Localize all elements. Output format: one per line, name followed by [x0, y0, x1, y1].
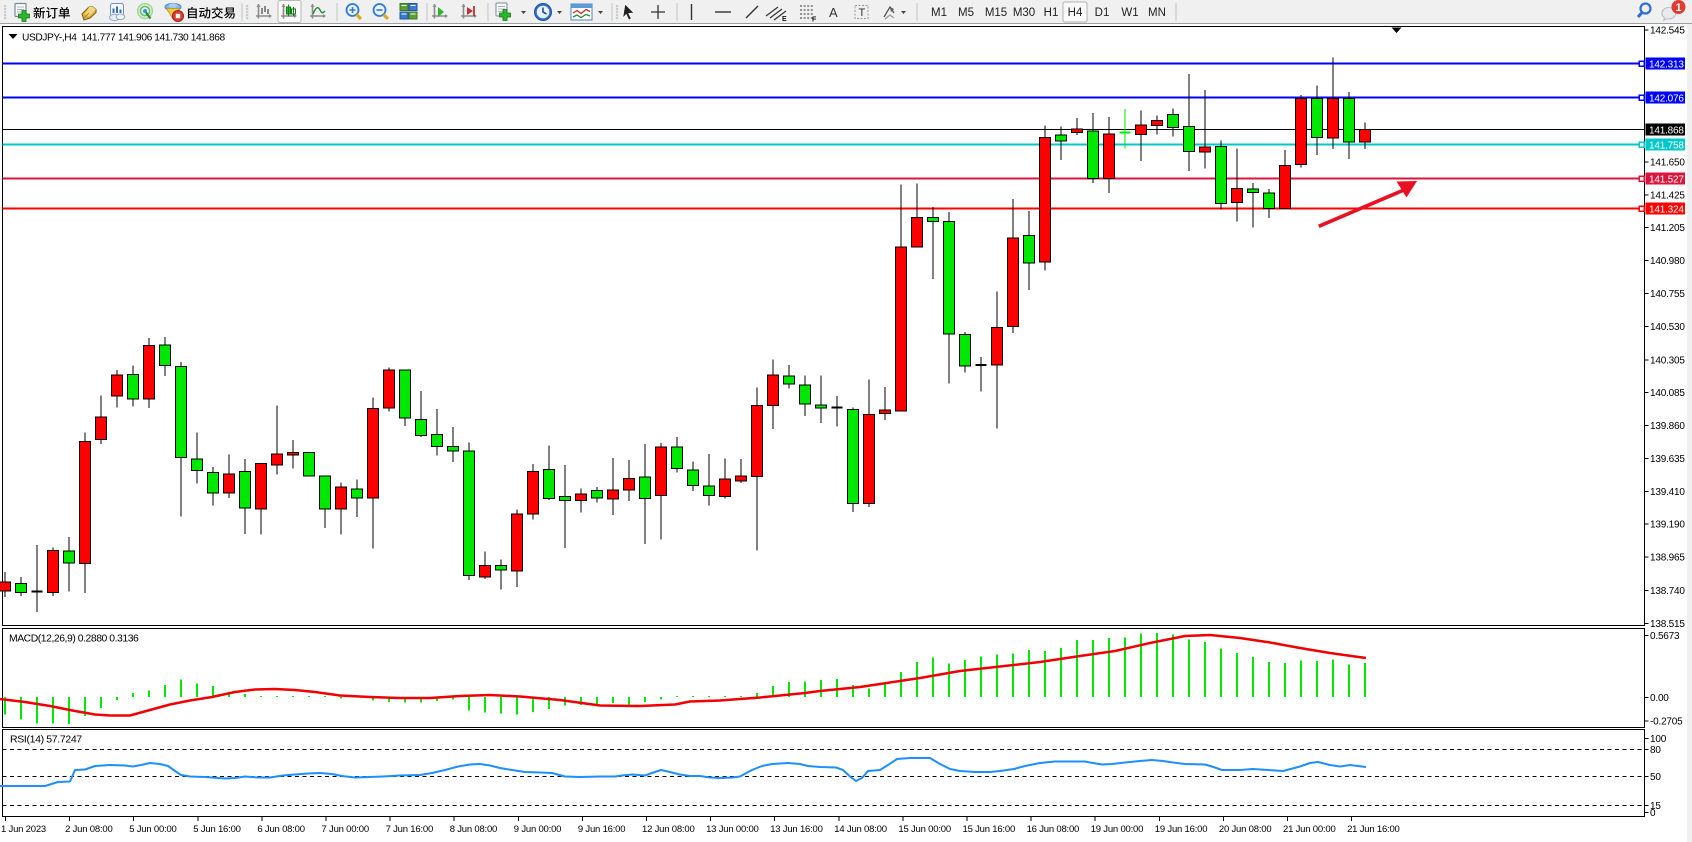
- svg-text:140.755: 140.755: [1650, 289, 1685, 300]
- svg-text:142.076: 142.076: [1649, 94, 1684, 105]
- svg-text:80: 80: [1650, 745, 1661, 756]
- svg-text:MACD(12,26,9) 0.2880 0.3136: MACD(12,26,9) 0.2880 0.3136: [9, 634, 139, 645]
- svg-text:140.530: 140.530: [1650, 322, 1685, 333]
- svg-text:15 Jun 16:00: 15 Jun 16:00: [963, 824, 1016, 835]
- svg-text:M5: M5: [958, 7, 974, 19]
- svg-text:138.965: 138.965: [1650, 553, 1685, 564]
- svg-text:142.545: 142.545: [1650, 26, 1685, 37]
- svg-text:12 Jun 08:00: 12 Jun 08:00: [642, 824, 695, 835]
- svg-text:142.313: 142.313: [1649, 60, 1684, 71]
- svg-text:5 Jun 16:00: 5 Jun 16:00: [193, 824, 240, 835]
- svg-text:139.410: 139.410: [1650, 487, 1685, 498]
- svg-text:141.758: 141.758: [1649, 141, 1684, 152]
- svg-text:13 Jun 16:00: 13 Jun 16:00: [770, 824, 823, 835]
- svg-text:H1: H1: [1044, 7, 1059, 19]
- svg-text:100: 100: [1650, 734, 1667, 745]
- svg-text:19 Jun 16:00: 19 Jun 16:00: [1155, 824, 1208, 835]
- svg-text:16 Jun 08:00: 16 Jun 08:00: [1027, 824, 1080, 835]
- svg-text:20 Jun 08:00: 20 Jun 08:00: [1219, 824, 1272, 835]
- svg-text:M15: M15: [985, 7, 1007, 19]
- svg-text:0.00: 0.00: [1650, 693, 1669, 704]
- svg-text:139.190: 139.190: [1650, 520, 1685, 531]
- svg-text:14 Jun 08:00: 14 Jun 08:00: [834, 824, 887, 835]
- svg-text:9 Jun 00:00: 9 Jun 00:00: [514, 824, 561, 835]
- svg-text:140.980: 140.980: [1650, 256, 1685, 267]
- svg-text:140.305: 140.305: [1650, 355, 1685, 366]
- svg-text:138.740: 138.740: [1650, 586, 1685, 597]
- svg-text:D1: D1: [1095, 7, 1110, 19]
- svg-text:139.635: 139.635: [1650, 454, 1685, 465]
- svg-text:7 Jun 00:00: 7 Jun 00:00: [322, 824, 369, 835]
- svg-text:141.650: 141.650: [1650, 157, 1685, 168]
- svg-text:0: 0: [1650, 808, 1656, 819]
- svg-text:50: 50: [1650, 772, 1661, 783]
- svg-text:21 Jun 16:00: 21 Jun 16:00: [1347, 824, 1400, 835]
- svg-text:F: F: [812, 17, 817, 24]
- svg-text:E: E: [782, 16, 787, 23]
- svg-text:8 Jun 08:00: 8 Jun 08:00: [450, 824, 497, 835]
- svg-text:141.205: 141.205: [1650, 223, 1685, 234]
- svg-text:19 Jun 00:00: 19 Jun 00:00: [1091, 824, 1144, 835]
- svg-text:RSI(14) 57.7247: RSI(14) 57.7247: [10, 734, 82, 746]
- svg-text:9 Jun 16:00: 9 Jun 16:00: [578, 824, 625, 835]
- svg-text:USDJPY-,H4 141.777 141.906 14: USDJPY-,H4 141.777 141.906 141.730 141.8…: [22, 33, 225, 44]
- svg-text:141.324: 141.324: [1649, 205, 1684, 216]
- svg-text:141.868: 141.868: [1649, 126, 1684, 137]
- svg-text:-0.2705: -0.2705: [1650, 717, 1683, 728]
- svg-text:MN: MN: [1148, 7, 1166, 19]
- svg-text:15 Jun 00:00: 15 Jun 00:00: [898, 824, 951, 835]
- svg-text:139.860: 139.860: [1650, 421, 1685, 432]
- svg-text:2 Jun 08:00: 2 Jun 08:00: [65, 824, 112, 835]
- svg-text:M30: M30: [1013, 7, 1035, 19]
- svg-text:M1: M1: [931, 7, 947, 19]
- svg-text:13 Jun 00:00: 13 Jun 00:00: [706, 824, 759, 835]
- svg-text:A: A: [829, 5, 838, 20]
- svg-text:1 Jun 2023: 1 Jun 2023: [1, 824, 46, 835]
- svg-text:5 Jun 00:00: 5 Jun 00:00: [129, 824, 176, 835]
- svg-text:H4: H4: [1068, 7, 1083, 19]
- svg-text:140.085: 140.085: [1650, 388, 1685, 399]
- svg-text:W1: W1: [1121, 7, 1138, 19]
- svg-text:1: 1: [1675, 2, 1681, 14]
- svg-text:T: T: [859, 7, 866, 19]
- svg-text:141.527: 141.527: [1649, 175, 1684, 186]
- svg-text:21 Jun 00:00: 21 Jun 00:00: [1283, 824, 1336, 835]
- svg-text:6 Jun 08:00: 6 Jun 08:00: [257, 824, 304, 835]
- svg-text:141.425: 141.425: [1650, 190, 1685, 201]
- svg-text:7 Jun 16:00: 7 Jun 16:00: [386, 824, 433, 835]
- svg-text:138.515: 138.515: [1650, 619, 1685, 630]
- svg-text:0.5673: 0.5673: [1650, 631, 1680, 642]
- svg-text:15: 15: [1650, 801, 1661, 812]
